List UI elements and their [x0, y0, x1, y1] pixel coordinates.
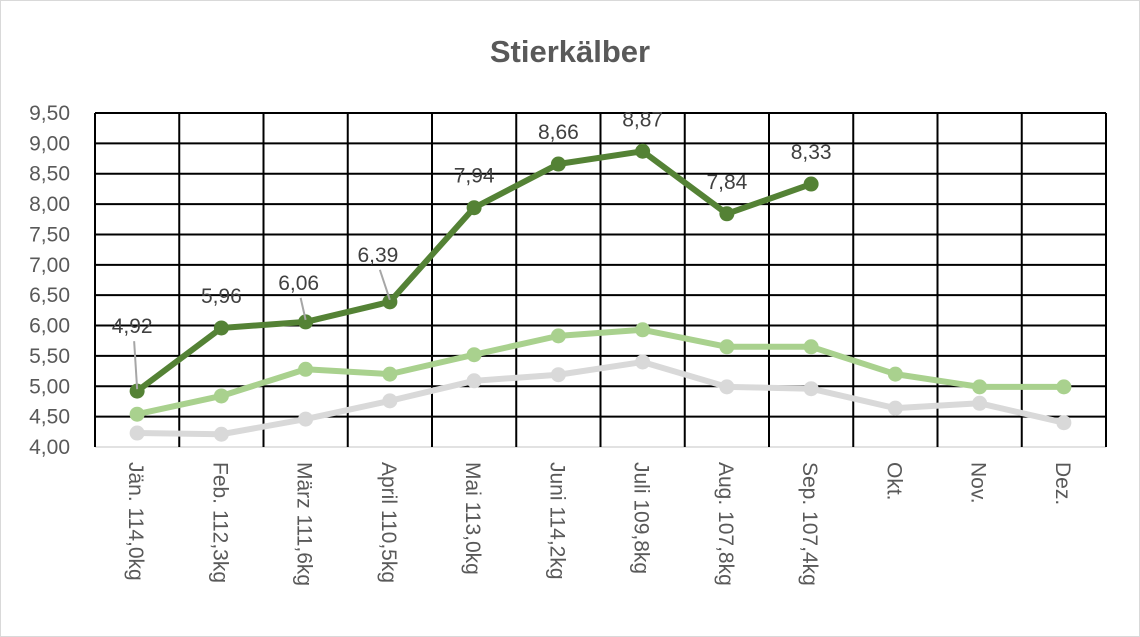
y-tick-label: 8,50	[29, 163, 70, 186]
data-point	[972, 379, 988, 395]
data-point	[803, 339, 819, 355]
data-point	[129, 406, 145, 422]
data-point	[803, 176, 819, 192]
x-tick-label: Juli 109,8kg	[630, 462, 653, 574]
data-point	[550, 156, 566, 172]
x-tick-label: Jän. 114,0kg	[124, 462, 147, 581]
x-tick-label: April 110,5kg	[377, 462, 400, 583]
data-point	[803, 381, 819, 397]
data-point	[719, 206, 735, 222]
data-point	[719, 339, 735, 355]
y-tick-label: 6,50	[29, 284, 70, 307]
data-label: 5,96	[201, 285, 242, 308]
data-point	[972, 395, 988, 411]
data-point	[466, 347, 482, 363]
leader-line	[133, 341, 139, 390]
data-label: 6,06	[278, 272, 319, 295]
y-tick-label: 4,00	[29, 436, 70, 459]
data-point	[382, 393, 398, 409]
data-label: 4,92	[112, 315, 153, 338]
y-tick-label: 7,00	[29, 254, 70, 277]
data-label: 7,84	[706, 171, 747, 194]
x-tick-label: Mai 113,0kg	[461, 462, 484, 575]
data-label: 6,39	[357, 244, 398, 267]
data-label: 8,33	[791, 141, 832, 164]
y-tick-label: 6,00	[29, 315, 70, 338]
y-tick-label: 4,50	[29, 406, 70, 429]
data-point	[887, 400, 903, 416]
y-tick-label: 9,50	[29, 102, 70, 125]
data-point	[382, 366, 398, 382]
y-tick-label: 8,00	[29, 193, 70, 216]
leader-line	[299, 297, 307, 321]
y-tick-label: 7,50	[29, 223, 70, 246]
data-point	[129, 383, 145, 399]
data-point	[298, 314, 314, 330]
data-point	[466, 200, 482, 216]
data-point	[550, 328, 566, 344]
data-point	[466, 373, 482, 389]
y-tick-label: 9,00	[29, 132, 70, 155]
data-point	[213, 320, 229, 336]
series-line	[137, 358, 1065, 438]
data-point	[887, 366, 903, 382]
series-line	[136, 326, 1064, 418]
x-tick-label: Nov.	[967, 462, 990, 504]
data-point	[1056, 379, 1072, 395]
data-point	[382, 294, 398, 310]
y-tick-label: 5,00	[29, 375, 70, 398]
y-tick-label: 5,50	[29, 345, 70, 368]
data-point	[213, 426, 229, 442]
x-tick-label: März 111,6kg	[293, 462, 316, 586]
data-point	[213, 388, 229, 404]
data-point	[719, 379, 735, 395]
x-tick-label: Juni 114,2kg	[545, 462, 568, 580]
x-tick-label: Dez.	[1051, 462, 1074, 505]
data-label: 8,87	[622, 108, 663, 131]
data-point	[635, 322, 651, 338]
x-tick-label: Feb. 112,3kg	[208, 462, 231, 583]
x-tick-label: Aug. 107,8kg	[714, 462, 737, 586]
chart-title: Stierkälber	[490, 34, 650, 69]
x-tick-label: Okt.	[882, 462, 905, 501]
data-point	[298, 411, 314, 427]
data-point	[129, 425, 145, 441]
data-point	[635, 354, 651, 370]
x-tick-label: Sep. 107,4kg	[798, 462, 821, 586]
leader-line	[378, 269, 391, 301]
data-label: 7,94	[454, 165, 495, 188]
data-point	[298, 361, 314, 377]
data-point	[550, 367, 566, 383]
data-label: 8,66	[538, 121, 579, 144]
data-point	[1056, 415, 1072, 431]
data-point	[635, 143, 651, 159]
